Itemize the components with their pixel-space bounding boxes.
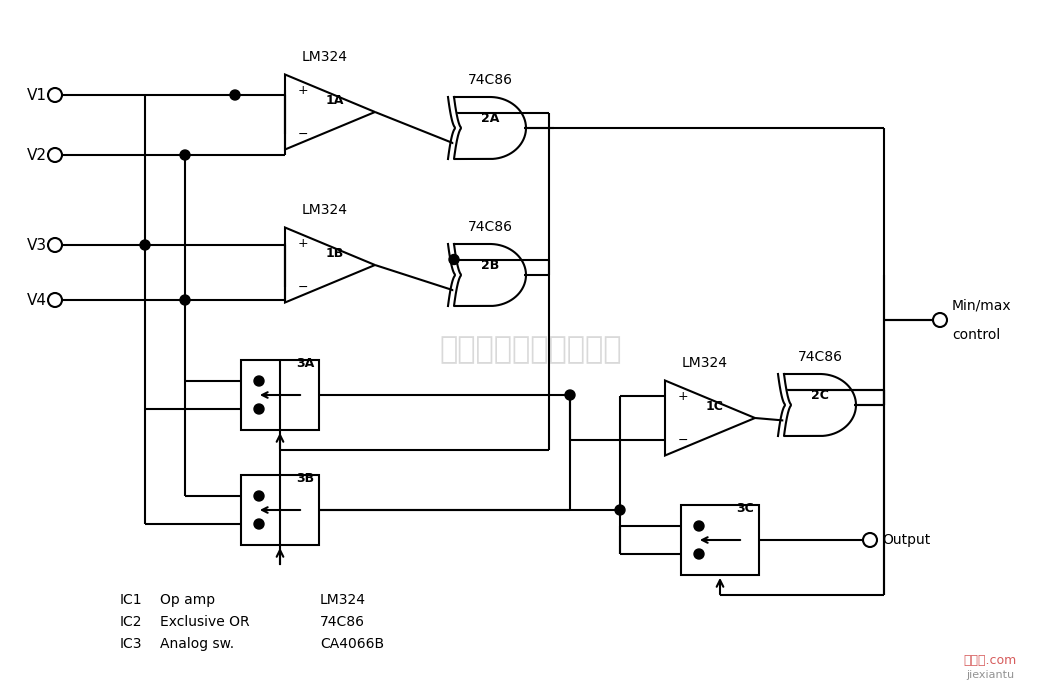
Text: 1A: 1A [326, 94, 344, 107]
Circle shape [48, 238, 62, 252]
Circle shape [693, 549, 704, 559]
Text: 接线图.com: 接线图.com [963, 654, 1016, 667]
Text: IC2: IC2 [120, 615, 142, 629]
Circle shape [254, 519, 264, 529]
Text: Output: Output [883, 533, 930, 547]
Text: +: + [678, 389, 688, 402]
Text: 3C: 3C [736, 502, 754, 515]
Bar [681, 505, 759, 575]
Circle shape [140, 240, 150, 250]
Polygon shape [453, 244, 461, 306]
Text: 74C86: 74C86 [320, 615, 365, 629]
Circle shape [179, 295, 190, 305]
Text: 2A: 2A [481, 111, 499, 125]
Text: jiexiantu: jiexiantu [966, 670, 1014, 680]
Text: −: − [678, 433, 688, 447]
Circle shape [179, 150, 190, 160]
Circle shape [48, 88, 62, 102]
Text: 74C86: 74C86 [798, 350, 842, 364]
Text: V2: V2 [27, 147, 47, 162]
Text: Op amp: Op amp [160, 593, 216, 607]
Circle shape [693, 521, 704, 531]
Text: V4: V4 [27, 292, 47, 308]
Circle shape [48, 148, 62, 162]
Text: 杭州将睢科技有限公司: 杭州将睢科技有限公司 [440, 336, 622, 365]
Text: −: − [297, 127, 308, 140]
Bar [241, 475, 319, 545]
Text: 2C: 2C [811, 389, 829, 402]
Circle shape [933, 313, 947, 327]
Text: Exclusive OR: Exclusive OR [160, 615, 250, 629]
Text: CA4066B: CA4066B [320, 637, 384, 651]
Circle shape [254, 491, 264, 501]
Text: LM324: LM324 [302, 50, 348, 64]
Text: LM324: LM324 [302, 203, 348, 217]
Text: −: − [297, 281, 308, 294]
Text: control: control [952, 328, 1000, 342]
Circle shape [230, 90, 240, 100]
Circle shape [48, 293, 62, 307]
Circle shape [254, 376, 264, 386]
Text: Analog sw.: Analog sw. [160, 637, 234, 651]
Text: 74C86: 74C86 [467, 220, 513, 234]
Text: LM324: LM324 [682, 356, 727, 370]
Polygon shape [784, 374, 791, 436]
Circle shape [254, 404, 264, 414]
Text: LM324: LM324 [320, 593, 366, 607]
Circle shape [449, 255, 459, 264]
Text: IC3: IC3 [120, 637, 142, 651]
Circle shape [565, 390, 575, 400]
Text: 3A: 3A [296, 357, 314, 370]
Polygon shape [453, 97, 461, 159]
Text: Min/max: Min/max [952, 298, 1012, 312]
Text: V3: V3 [27, 237, 47, 252]
Text: 3B: 3B [296, 472, 314, 485]
Text: +: + [297, 237, 308, 250]
Circle shape [615, 505, 626, 515]
Text: 1B: 1B [326, 246, 344, 259]
Text: V1: V1 [27, 87, 47, 103]
Text: 2B: 2B [481, 259, 499, 272]
Text: 1C: 1C [706, 400, 724, 413]
Text: IC1: IC1 [120, 593, 142, 607]
Bar [241, 360, 319, 430]
Text: 74C86: 74C86 [467, 73, 513, 87]
Text: +: + [297, 83, 308, 96]
Circle shape [863, 533, 877, 547]
